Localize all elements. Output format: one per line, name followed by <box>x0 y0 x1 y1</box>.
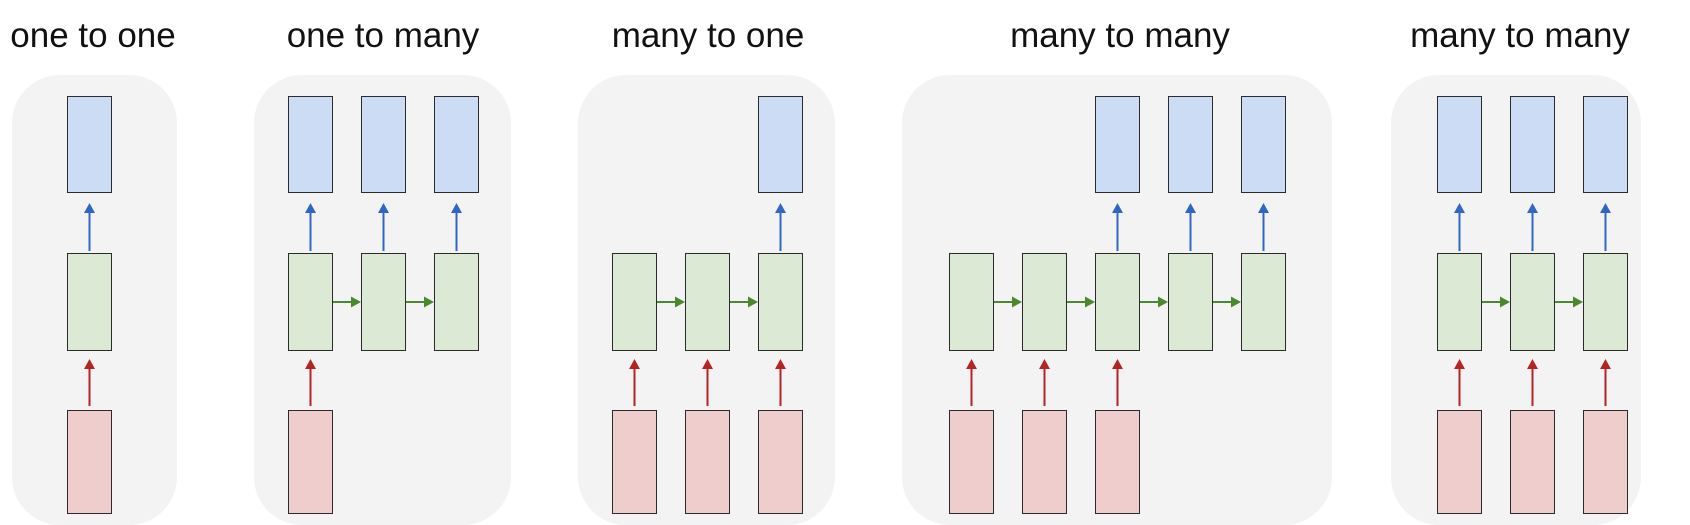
recurrent-arrow <box>1555 296 1583 308</box>
recurrent-arrow <box>333 296 361 308</box>
panel-title: many to many <box>1010 16 1230 55</box>
hidden-state-box <box>685 253 730 351</box>
recurrent-arrow <box>1482 296 1510 308</box>
output-box <box>1095 96 1140 193</box>
output-arrow <box>451 203 462 251</box>
input-box <box>758 410 803 514</box>
recurrent-arrow <box>657 296 685 308</box>
panel-title: many to one <box>611 16 805 55</box>
output-box <box>67 96 112 193</box>
output-arrow <box>1112 203 1123 251</box>
hidden-state-box <box>1583 253 1628 351</box>
hidden-state-box <box>434 253 479 351</box>
input-arrow <box>1112 359 1123 406</box>
panel-title: one to many <box>286 16 480 55</box>
input-arrow <box>1454 359 1465 406</box>
hidden-state-box <box>1095 253 1140 351</box>
input-box <box>1510 410 1555 514</box>
output-arrow <box>378 203 389 251</box>
output-box <box>1510 96 1555 193</box>
input-arrow <box>305 359 316 406</box>
input-arrow <box>966 359 977 406</box>
input-arrow <box>1039 359 1050 406</box>
output-arrow <box>1600 203 1611 251</box>
input-box <box>685 410 730 514</box>
recurrent-arrow <box>994 296 1022 308</box>
output-arrow <box>84 203 95 251</box>
input-arrow <box>775 359 786 406</box>
input-arrow <box>702 359 713 406</box>
input-box <box>612 410 657 514</box>
output-box <box>1168 96 1213 193</box>
input-box <box>1095 410 1140 514</box>
input-box <box>67 410 112 514</box>
input-box <box>1022 410 1067 514</box>
input-box <box>1437 410 1482 514</box>
output-box <box>1583 96 1628 193</box>
hidden-state-box <box>1437 253 1482 351</box>
recurrent-arrow <box>1067 296 1095 308</box>
hidden-state-box <box>612 253 657 351</box>
output-box <box>1437 96 1482 193</box>
hidden-state-box <box>1022 253 1067 351</box>
input-arrow <box>629 359 640 406</box>
input-arrow <box>84 359 95 406</box>
hidden-state-box <box>1168 253 1213 351</box>
hidden-state-box <box>949 253 994 351</box>
hidden-state-box <box>1510 253 1555 351</box>
hidden-state-box <box>1241 253 1286 351</box>
hidden-state-box <box>67 253 112 351</box>
recurrent-arrow <box>730 296 758 308</box>
recurrent-arrow <box>1140 296 1168 308</box>
output-arrow <box>1185 203 1196 251</box>
output-box <box>758 96 803 193</box>
output-arrow <box>1454 203 1465 251</box>
input-box <box>288 410 333 514</box>
output-arrow <box>305 203 316 251</box>
input-arrow <box>1527 359 1538 406</box>
recurrent-arrow <box>406 296 434 308</box>
output-box <box>288 96 333 193</box>
output-box <box>434 96 479 193</box>
recurrent-arrow <box>1213 296 1241 308</box>
output-box <box>1241 96 1286 193</box>
output-arrow <box>775 203 786 251</box>
panel-title: many to many <box>1410 16 1630 55</box>
arrows-layer <box>84 203 1611 406</box>
output-arrow <box>1258 203 1269 251</box>
output-box <box>361 96 406 193</box>
input-arrow <box>1600 359 1611 406</box>
hidden-state-box <box>288 253 333 351</box>
input-box <box>949 410 994 514</box>
hidden-state-box <box>361 253 406 351</box>
output-arrow <box>1527 203 1538 251</box>
hidden-state-box <box>758 253 803 351</box>
panel-title: one to one <box>10 16 176 55</box>
